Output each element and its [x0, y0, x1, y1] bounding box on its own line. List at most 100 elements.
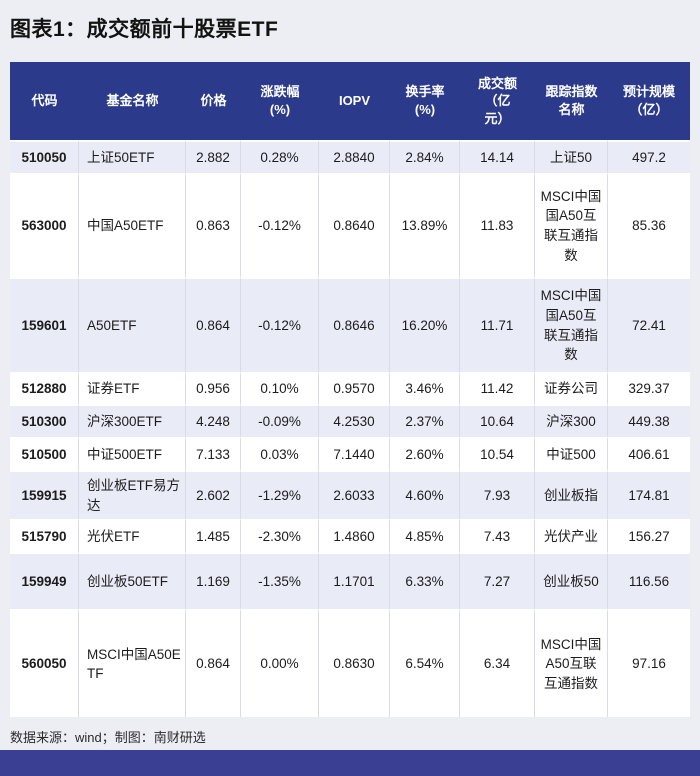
turnover-cell: 4.85% [390, 519, 460, 553]
iopv-cell: 0.8630 [319, 609, 390, 718]
col-header-scale: 预计规模 （亿） [608, 62, 690, 140]
table-row: 563000 中国A50ETF 0.863 -0.12% 0.8640 13.8… [10, 173, 690, 277]
price-cell: 0.864 [186, 609, 241, 718]
change-cell: 0.10% [241, 372, 319, 404]
price-cell: 1.169 [186, 552, 241, 610]
fund-name-cell: 上证50ETF [79, 140, 186, 173]
iopv-cell: 4.2530 [319, 404, 390, 437]
volume-cell: 14.14 [460, 140, 535, 173]
change-cell: -1.29% [241, 470, 319, 520]
volume-cell: 7.43 [460, 519, 535, 553]
change-cell: -0.09% [241, 404, 319, 437]
turnover-cell: 16.20% [390, 277, 460, 372]
col-header-fund-name: 基金名称 [79, 62, 186, 140]
index-cell: MSCI中国国A50互联互通指数 [535, 173, 608, 277]
index-cell: 沪深300 [535, 404, 608, 437]
turnover-cell: 6.54% [390, 609, 460, 718]
table-row: 159601 A50ETF 0.864 -0.12% 0.8646 16.20%… [10, 277, 690, 372]
turnover-cell: 6.33% [390, 552, 460, 610]
table-row: 159949 创业板50ETF 1.169 -1.35% 1.1701 6.33… [10, 552, 690, 610]
code-cell: 510500 [10, 437, 79, 470]
code-cell: 159601 [10, 277, 79, 372]
code-cell: 512880 [10, 372, 79, 404]
code-cell: 510050 [10, 140, 79, 173]
turnover-cell: 13.89% [390, 173, 460, 277]
scale-cell: 72.41 [608, 277, 690, 372]
turnover-cell: 3.46% [390, 372, 460, 404]
volume-cell: 10.64 [460, 404, 535, 437]
turnover-cell: 2.37% [390, 404, 460, 437]
iopv-cell: 0.9570 [319, 372, 390, 404]
index-cell: 创业板指 [535, 470, 608, 520]
iopv-cell: 2.6033 [319, 470, 390, 520]
col-header-price: 价格 [186, 62, 241, 140]
change-cell: 0.00% [241, 609, 319, 718]
fund-name-cell: 光伏ETF [79, 519, 186, 553]
index-cell: 光伏产业 [535, 519, 608, 553]
price-cell: 0.864 [186, 277, 241, 372]
code-cell: 159949 [10, 552, 79, 610]
change-cell: -0.12% [241, 173, 319, 277]
scale-cell: 156.27 [608, 519, 690, 553]
change-cell: -0.12% [241, 277, 319, 372]
code-cell: 159915 [10, 470, 79, 520]
turnover-cell: 2.84% [390, 140, 460, 173]
source-note: 数据来源：wind；制图：南财研选 [10, 730, 206, 745]
change-cell: 0.03% [241, 437, 319, 470]
volume-cell: 7.93 [460, 470, 535, 520]
col-header-change: 涨跌幅 (%) [241, 62, 319, 140]
iopv-cell: 1.1701 [319, 552, 390, 610]
price-cell: 0.956 [186, 372, 241, 404]
price-cell: 2.602 [186, 470, 241, 520]
code-cell: 510300 [10, 404, 79, 437]
scale-cell: 406.61 [608, 437, 690, 470]
change-cell: 0.28% [241, 140, 319, 173]
scale-cell: 449.38 [608, 404, 690, 437]
price-cell: 7.133 [186, 437, 241, 470]
table-row: 515790 光伏ETF 1.485 -2.30% 1.4860 4.85% 7… [10, 519, 690, 553]
col-header-iopv: IOPV [319, 62, 390, 140]
scale-cell: 329.37 [608, 372, 690, 404]
change-cell: -2.30% [241, 519, 319, 553]
iopv-cell: 2.8840 [319, 140, 390, 173]
price-cell: 0.863 [186, 173, 241, 277]
fund-name-cell: MSCI中国A50ETF [79, 609, 186, 718]
turnover-cell: 2.60% [390, 437, 460, 470]
index-cell: 中证500 [535, 437, 608, 470]
etf-table: 代码 基金名称 价格 涨跌幅 (%) IOPV 换手率 (%) 成交额 （亿 元… [10, 62, 690, 718]
fund-name-cell: 中证500ETF [79, 437, 186, 470]
col-header-index-name: 跟踪指数 名称 [535, 62, 608, 140]
scale-cell: 85.36 [608, 173, 690, 277]
code-cell: 563000 [10, 173, 79, 277]
col-header-volume: 成交额 （亿 元） [460, 62, 535, 140]
chart-title: 图表1：成交额前十股票ETF [10, 18, 279, 41]
table-row: 512880 证券ETF 0.956 0.10% 0.9570 3.46% 11… [10, 372, 690, 404]
index-cell: 上证50 [535, 140, 608, 173]
turnover-cell: 4.60% [390, 470, 460, 520]
scale-cell: 497.2 [608, 140, 690, 173]
bottom-bar [0, 750, 700, 776]
col-header-code: 代码 [10, 62, 79, 140]
fund-name-cell: 中国A50ETF [79, 173, 186, 277]
price-cell: 2.882 [186, 140, 241, 173]
code-cell: 560050 [10, 609, 79, 718]
table-row: 159915 创业板ETF易方达 2.602 -1.29% 2.6033 4.6… [10, 470, 690, 520]
volume-cell: 6.34 [460, 609, 535, 718]
fund-name-cell: A50ETF [79, 277, 186, 372]
index-cell: 证券公司 [535, 372, 608, 404]
iopv-cell: 0.8640 [319, 173, 390, 277]
index-cell: MSCI中国国A50互联互通指数 [535, 277, 608, 372]
volume-cell: 10.54 [460, 437, 535, 470]
index-cell: 创业板50 [535, 552, 608, 610]
code-cell: 515790 [10, 519, 79, 553]
fund-name-cell: 创业板ETF易方达 [79, 470, 186, 520]
index-cell: MSCI中国A50互联互通指数 [535, 609, 608, 718]
iopv-cell: 0.8646 [319, 277, 390, 372]
iopv-cell: 1.4860 [319, 519, 390, 553]
table-row: 510300 沪深300ETF 4.248 -0.09% 4.2530 2.37… [10, 404, 690, 437]
table-row: 510500 中证500ETF 7.133 0.03% 7.1440 2.60%… [10, 437, 690, 470]
fund-name-cell: 创业板50ETF [79, 552, 186, 610]
change-cell: -1.35% [241, 552, 319, 610]
table-header: 代码 基金名称 价格 涨跌幅 (%) IOPV 换手率 (%) 成交额 （亿 元… [10, 62, 690, 140]
